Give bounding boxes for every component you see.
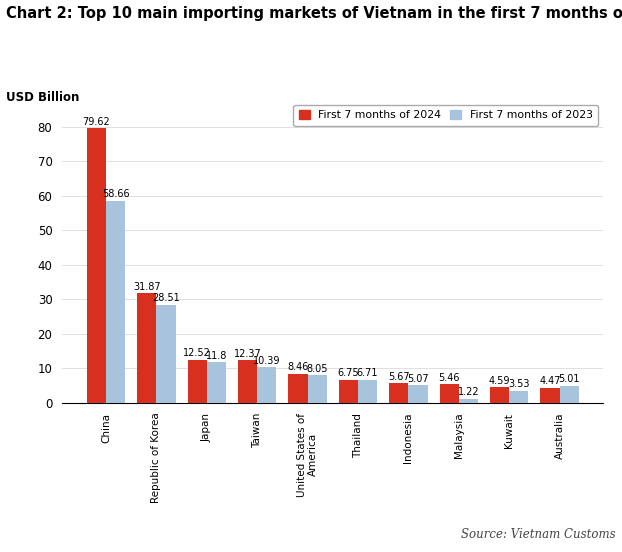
Text: 6.75: 6.75: [338, 368, 360, 378]
Text: 5.67: 5.67: [388, 372, 410, 382]
Bar: [156, 305, 175, 403]
Text: 11.8: 11.8: [206, 351, 227, 361]
Legend: First 7 months of 2024, First 7 months of 2023: First 7 months of 2024, First 7 months o…: [294, 105, 598, 126]
Text: 5.01: 5.01: [559, 374, 580, 384]
Text: Chart 2: Top 10 main importing markets of Vietnam in the first 7 months of 2024: Chart 2: Top 10 main importing markets o…: [6, 6, 622, 20]
Text: USD Billion: USD Billion: [6, 91, 80, 104]
Text: 8.46: 8.46: [287, 363, 309, 373]
Text: 5.46: 5.46: [439, 373, 460, 383]
Text: 10.39: 10.39: [253, 355, 281, 366]
Text: 6.71: 6.71: [357, 368, 378, 379]
Text: 31.87: 31.87: [133, 282, 160, 291]
Bar: [409, 385, 427, 403]
Bar: [339, 380, 358, 403]
Bar: [459, 399, 478, 403]
Bar: [207, 362, 226, 403]
Bar: [289, 374, 307, 403]
Text: 79.62: 79.62: [83, 117, 110, 127]
Text: Source: Vietnam Customs: Source: Vietnam Customs: [461, 528, 616, 541]
Text: 4.47: 4.47: [539, 376, 561, 386]
Bar: [137, 293, 156, 403]
Bar: [238, 360, 257, 403]
Text: 58.66: 58.66: [102, 189, 129, 199]
Text: 3.53: 3.53: [508, 379, 529, 389]
Text: 8.05: 8.05: [307, 364, 328, 374]
Text: 5.07: 5.07: [407, 374, 429, 384]
Bar: [307, 375, 327, 403]
Bar: [87, 128, 106, 403]
Bar: [358, 380, 377, 403]
Bar: [188, 360, 207, 403]
Bar: [509, 391, 528, 403]
Text: 4.59: 4.59: [489, 376, 511, 386]
Bar: [389, 384, 409, 403]
Bar: [440, 384, 459, 403]
Bar: [541, 388, 560, 403]
Bar: [490, 387, 509, 403]
Text: 1.22: 1.22: [458, 388, 479, 397]
Bar: [257, 367, 276, 403]
Bar: [560, 386, 578, 403]
Bar: [106, 200, 125, 403]
Text: 28.51: 28.51: [152, 293, 180, 303]
Text: 12.52: 12.52: [183, 348, 211, 358]
Text: 12.37: 12.37: [234, 349, 261, 359]
